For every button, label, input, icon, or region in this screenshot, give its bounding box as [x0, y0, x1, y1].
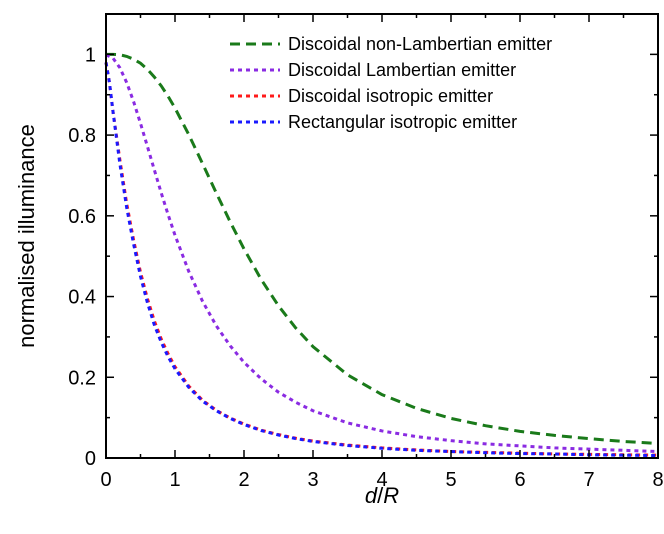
x-axis-label-numerator: d — [365, 483, 378, 508]
y-tick-label: 0.8 — [68, 125, 96, 147]
x-tick-label: 6 — [514, 469, 525, 491]
y-tick-label: 1 — [85, 44, 96, 66]
x-axis-label: d/R — [365, 483, 399, 508]
x-tick-label: 7 — [583, 469, 594, 491]
x-tick-label: 4 — [376, 469, 387, 491]
plot-frame — [105, 13, 659, 459]
y-tick-label: 0.2 — [68, 367, 96, 389]
axis-tick-labels: 0 1 2 3 4 5 6 7 8 0 0.2 0.4 0.6 0.8 1 — [68, 44, 663, 491]
x-tick-label: 1 — [169, 469, 180, 491]
axis-ticks — [105, 13, 659, 459]
legend: Discoidal non-Lambertian emitter Discoida… — [230, 34, 552, 132]
x-axis-label-denominator: R — [383, 483, 399, 508]
series-line-0 — [106, 52, 659, 445]
y-axis-label: normalised illuminance — [14, 124, 39, 348]
y-tick-label: 0 — [85, 448, 96, 470]
x-tick-label: 5 — [445, 469, 456, 491]
legend-label-3: Rectangular isotropic emitter — [288, 112, 517, 132]
plot-lines — [104, 52, 659, 458]
x-axis-label-slash: / — [377, 483, 384, 508]
x-tick-label: 3 — [307, 469, 318, 491]
x-tick-label: 0 — [100, 469, 111, 491]
y-tick-label: 0.4 — [68, 287, 96, 309]
series-line-1 — [105, 53, 659, 454]
x-tick-label: 2 — [238, 469, 249, 491]
legend-label-0: Discoidal non-Lambertian emitter — [288, 34, 552, 54]
series-line-3 — [104, 62, 659, 458]
x-tick-label: 8 — [652, 469, 663, 491]
legend-label-2: Discoidal isotropic emitter — [288, 86, 493, 106]
legend-label-1: Discoidal Lambertian emitter — [288, 60, 516, 80]
y-tick-label: 0.6 — [68, 206, 96, 228]
